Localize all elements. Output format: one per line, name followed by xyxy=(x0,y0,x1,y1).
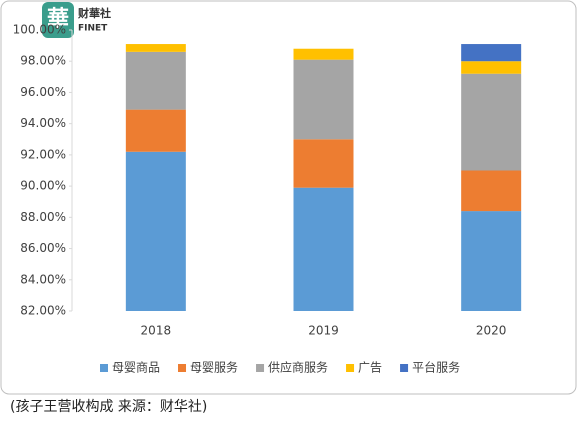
legend-label: 母婴服务 xyxy=(190,360,238,375)
bar-segment xyxy=(125,44,186,52)
x-tick-label: 2018 xyxy=(141,324,172,338)
logo-mark: 華 xyxy=(47,7,69,32)
bar-segment xyxy=(293,48,354,60)
y-tick-label: 98.00% xyxy=(20,54,66,68)
legend-swatch xyxy=(256,364,265,372)
legend-swatch xyxy=(346,364,355,372)
y-tick-label: 90.00% xyxy=(20,179,66,193)
x-tick-label: 2020 xyxy=(476,324,507,338)
bar-segment xyxy=(461,44,522,62)
logo-badge xyxy=(42,2,74,38)
y-tick-label: 96.00% xyxy=(20,85,66,99)
bar-segment xyxy=(125,151,186,311)
legend-label: 平台服务 xyxy=(412,360,460,375)
y-tick-label: 100.00% xyxy=(13,23,66,37)
bar-segment xyxy=(125,51,186,110)
legend-swatch xyxy=(100,364,108,372)
x-tick-label: 2019 xyxy=(308,324,339,338)
bar-segment xyxy=(461,170,522,212)
legend-label: 供应商服务 xyxy=(268,360,328,375)
y-tick-label: 94.00% xyxy=(20,116,66,130)
bar-segment xyxy=(461,211,522,311)
legend-swatch xyxy=(178,364,187,372)
footnote: (孩子王营收构成 来源：财华社) xyxy=(10,399,207,415)
legend-label: 广告 xyxy=(358,361,382,375)
legend-label: 母婴商品 xyxy=(112,360,160,375)
y-tick-label: 86.00% xyxy=(20,241,66,255)
bar-segment xyxy=(293,187,354,311)
y-tick-label: 92.00% xyxy=(20,147,66,161)
logo-name: 财華社 xyxy=(77,6,111,20)
y-tick-label: 84.00% xyxy=(20,272,66,286)
legend-swatch xyxy=(400,364,409,372)
logo: 華 财華社 FINET xyxy=(42,2,111,38)
logo-sub: FINET xyxy=(78,24,108,34)
bar-segment xyxy=(293,59,354,140)
bar-segment xyxy=(461,61,522,74)
y-tick-label: 88.00% xyxy=(20,210,66,224)
bar-segment xyxy=(293,139,354,188)
bar-segment xyxy=(461,73,522,171)
bar-segment xyxy=(125,109,186,152)
y-tick-label: 82.00% xyxy=(20,304,66,318)
